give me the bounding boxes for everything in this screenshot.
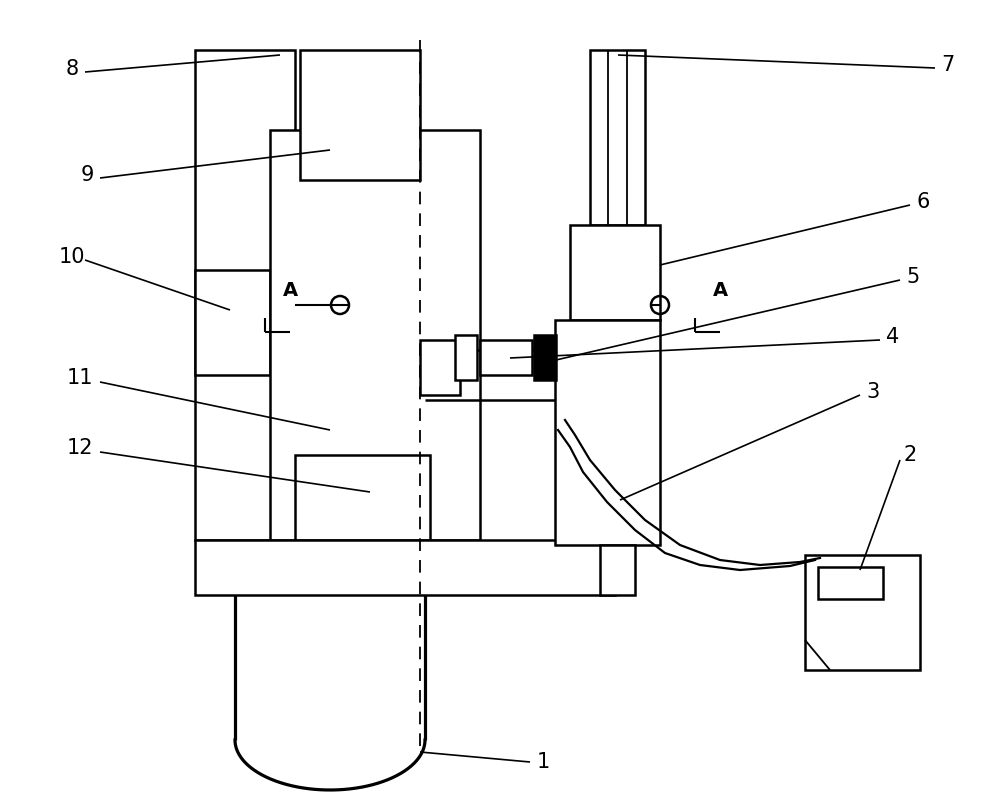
Bar	[270, 130, 480, 540]
Text: 10: 10	[59, 247, 85, 267]
Text: 11: 11	[67, 368, 93, 388]
Text: 6: 6	[916, 192, 930, 212]
Text: 8: 8	[65, 59, 79, 79]
Bar	[534, 335, 556, 380]
Bar	[480, 340, 532, 375]
Bar	[600, 545, 635, 595]
Bar	[818, 567, 883, 599]
Bar	[295, 455, 430, 540]
Bar	[195, 50, 295, 540]
Text: 12: 12	[67, 438, 93, 458]
Text: 1: 1	[536, 752, 550, 772]
Bar	[300, 50, 420, 180]
Text: 2: 2	[903, 445, 917, 465]
Bar	[455, 335, 477, 380]
Text: 7: 7	[941, 55, 955, 75]
Bar	[420, 340, 460, 395]
Text: 9: 9	[80, 165, 94, 185]
Bar	[570, 225, 660, 320]
Bar	[590, 50, 645, 225]
Bar	[195, 540, 615, 595]
Bar	[805, 555, 920, 670]
Text: A: A	[282, 281, 298, 299]
Text: 4: 4	[886, 327, 900, 347]
Text: 3: 3	[866, 382, 880, 402]
Bar	[195, 270, 270, 375]
Text: A: A	[712, 281, 728, 299]
Bar	[555, 320, 660, 545]
Text: 5: 5	[906, 267, 920, 287]
